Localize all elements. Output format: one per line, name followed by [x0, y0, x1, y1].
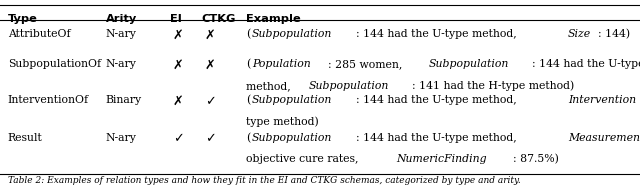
Text: Result: Result — [8, 133, 42, 143]
Text: SubpopulationOf: SubpopulationOf — [8, 59, 101, 69]
Text: ✓: ✓ — [205, 133, 216, 146]
Text: objective cure rates,: objective cure rates, — [246, 154, 362, 164]
Text: (: ( — [246, 95, 251, 105]
Text: Population: Population — [252, 59, 311, 69]
Text: ✗: ✗ — [173, 59, 184, 72]
Text: Subpopulation: Subpopulation — [428, 59, 509, 69]
Text: Subpopulation: Subpopulation — [252, 133, 332, 143]
Text: Type: Type — [8, 14, 38, 24]
Text: N-ary: N-ary — [106, 29, 136, 39]
Text: : 141 had the H-type method): : 141 had the H-type method) — [412, 81, 575, 91]
Text: method,: method, — [246, 81, 294, 91]
Text: EI: EI — [170, 14, 182, 24]
Text: : 144 had the U-type method,: : 144 had the U-type method, — [356, 29, 520, 39]
Text: Subpopulation: Subpopulation — [308, 81, 389, 91]
Text: : 87.5%): : 87.5%) — [513, 154, 559, 164]
Text: Intervention: Intervention — [568, 95, 636, 105]
Text: Arity: Arity — [106, 14, 137, 24]
Text: InterventionOf: InterventionOf — [8, 95, 89, 105]
Text: : 144 had the U-type method,: : 144 had the U-type method, — [356, 95, 520, 105]
Text: ✓: ✓ — [205, 95, 216, 108]
Text: N-ary: N-ary — [106, 59, 136, 69]
Text: Size: Size — [568, 29, 591, 39]
Text: Subpopulation: Subpopulation — [252, 29, 332, 39]
Text: CTKG: CTKG — [202, 14, 236, 24]
Text: ✗: ✗ — [173, 95, 184, 108]
Text: (: ( — [246, 59, 251, 70]
Text: : 144 had the U-type method,: : 144 had the U-type method, — [356, 133, 520, 143]
Text: ✗: ✗ — [205, 29, 216, 42]
Text: NumericFinding: NumericFinding — [396, 154, 486, 164]
Text: (: ( — [246, 133, 251, 143]
Text: Example: Example — [246, 14, 301, 24]
Text: Binary: Binary — [106, 95, 141, 105]
Text: N-ary: N-ary — [106, 133, 136, 143]
Text: Subpopulation: Subpopulation — [252, 95, 332, 105]
Text: : 285 women,: : 285 women, — [328, 59, 406, 69]
Text: ✗: ✗ — [205, 59, 216, 72]
Text: AttributeOf: AttributeOf — [8, 29, 70, 39]
Text: ✗: ✗ — [173, 29, 184, 42]
Text: type method): type method) — [246, 117, 319, 127]
Text: : 144 had the U-type: : 144 had the U-type — [532, 59, 640, 69]
Text: Measurement: Measurement — [568, 133, 640, 143]
Text: Table 2: Examples of relation types and how they fit in the EI and CTKG schemas,: Table 2: Examples of relation types and … — [8, 176, 520, 185]
Text: (: ( — [246, 29, 251, 39]
Text: : 144): : 144) — [598, 29, 630, 39]
Text: ✓: ✓ — [173, 133, 184, 146]
